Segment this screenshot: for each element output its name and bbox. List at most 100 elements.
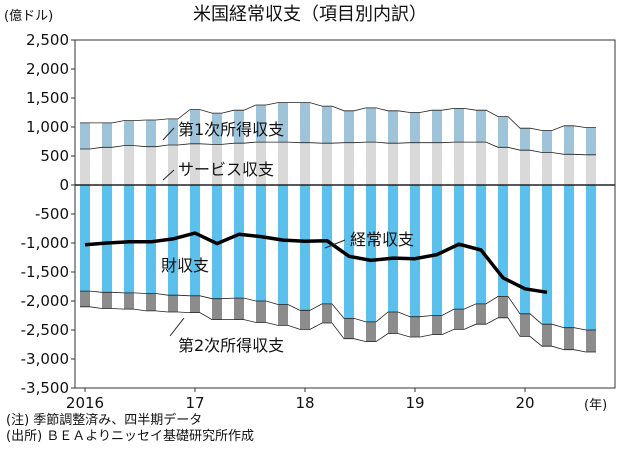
annotation-leader-current-account <box>324 239 346 249</box>
bar-primary-income <box>256 104 266 143</box>
bar-services <box>476 142 486 185</box>
bar-goods <box>278 185 288 305</box>
bar-services <box>344 142 354 185</box>
bar-primary-income <box>168 118 178 145</box>
secondary-income-outline <box>80 306 596 353</box>
bar-secondary-income <box>564 327 574 350</box>
bar-services <box>542 152 552 185</box>
bar-services <box>80 149 90 185</box>
bar-secondary-income <box>586 330 596 353</box>
x-tick-label: 20 <box>515 394 534 412</box>
annotation-primary-income: 第1次所得収支 <box>178 120 284 139</box>
bar-primary-income <box>234 110 244 144</box>
bar-goods <box>366 185 376 322</box>
bar-goods <box>322 185 332 304</box>
y-tick-label: -1,500 <box>21 263 69 281</box>
bar-services <box>388 143 398 185</box>
bar-services <box>520 150 530 185</box>
bar-primary-income <box>146 120 156 147</box>
bar-primary-income <box>498 116 508 148</box>
x-axis-unit: (年) <box>584 398 607 413</box>
bar-goods <box>190 185 200 296</box>
x-tick-label: 18 <box>295 394 314 412</box>
bar-primary-income <box>322 106 332 144</box>
y-tick-label: 1,000 <box>26 118 69 136</box>
bar-goods <box>454 185 464 310</box>
bar-secondary-income <box>168 295 178 313</box>
bar-primary-income <box>520 128 530 151</box>
bar-services <box>322 143 332 185</box>
bar-primary-income <box>410 112 420 143</box>
bar-primary-income <box>300 102 310 143</box>
y-tick-label: -2,000 <box>21 292 69 310</box>
annotation-services: サービス収支 <box>178 160 274 179</box>
bar-secondary-income <box>388 312 398 334</box>
bar-secondary-income <box>190 295 200 313</box>
bar-primary-income <box>80 122 90 150</box>
annotation-secondary-income: 第2次所得収支 <box>178 336 284 355</box>
bar-secondary-income <box>520 313 530 337</box>
bar-goods <box>234 185 244 299</box>
bar-primary-income <box>102 122 112 148</box>
bar-primary-income <box>278 102 288 143</box>
bar-primary-income <box>564 125 574 155</box>
bar-services <box>168 144 178 185</box>
y-tick-label: -2,500 <box>21 321 69 339</box>
y-tick-label: 500 <box>40 147 69 165</box>
chart-title: 米国経常収支（項目別内訳） <box>193 4 427 25</box>
bar-goods <box>300 185 310 311</box>
bar-primary-income <box>124 120 134 146</box>
goods-outline <box>80 290 596 331</box>
bar-secondary-income <box>278 304 288 326</box>
y-axis-unit: (億ドル) <box>4 8 53 24</box>
bar-services <box>234 143 244 185</box>
bar-secondary-income <box>234 298 244 320</box>
bar-secondary-income <box>80 291 90 307</box>
bar-goods <box>410 185 420 317</box>
bar-secondary-income <box>476 303 486 325</box>
bar-services <box>278 142 288 185</box>
bar-services <box>564 154 574 185</box>
bar-goods <box>564 185 574 328</box>
bar-goods <box>432 185 442 316</box>
bar-goods <box>124 185 134 293</box>
bar-primary-income <box>366 107 376 143</box>
x-tick-label: 17 <box>185 394 204 412</box>
annotation-goods: 財収支 <box>161 256 209 275</box>
bar-secondary-income <box>432 315 442 335</box>
bar-services <box>146 146 156 185</box>
bar-primary-income <box>476 110 486 143</box>
bar-goods <box>256 185 266 301</box>
bar-services <box>454 142 464 185</box>
bar-services <box>432 142 442 185</box>
bar-secondary-income <box>322 303 332 324</box>
bar-secondary-income <box>212 298 222 320</box>
annotation-current-account: 経常収支 <box>350 230 414 249</box>
bar-primary-income <box>586 127 596 155</box>
bar-services <box>190 143 200 185</box>
bar-secondary-income <box>366 321 376 342</box>
primary-income-outline <box>80 102 596 131</box>
bar-primary-income <box>542 130 552 153</box>
bar-secondary-income <box>344 318 354 339</box>
y-tick-label: -3,000 <box>21 350 69 368</box>
bar-goods <box>498 185 508 297</box>
bar-secondary-income <box>300 310 310 330</box>
bar-secondary-income <box>256 301 266 323</box>
footnote: (注) 季節調整済み、四半期データ <box>6 413 203 428</box>
bar-secondary-income <box>410 316 420 337</box>
bar-goods <box>388 185 398 313</box>
bar-goods <box>80 185 90 292</box>
bar-goods <box>520 185 530 314</box>
bar-primary-income <box>432 110 442 143</box>
bar-primary-income <box>344 110 354 143</box>
bar-secondary-income <box>542 324 552 347</box>
bar-services <box>102 147 112 185</box>
bar-secondary-income <box>124 292 134 310</box>
bar-services <box>366 142 376 185</box>
bar-secondary-income <box>454 309 464 330</box>
y-tick-label: 2,500 <box>26 31 69 49</box>
y-tick-label: 1,500 <box>26 89 69 107</box>
y-tick-label: 0 <box>59 176 69 194</box>
